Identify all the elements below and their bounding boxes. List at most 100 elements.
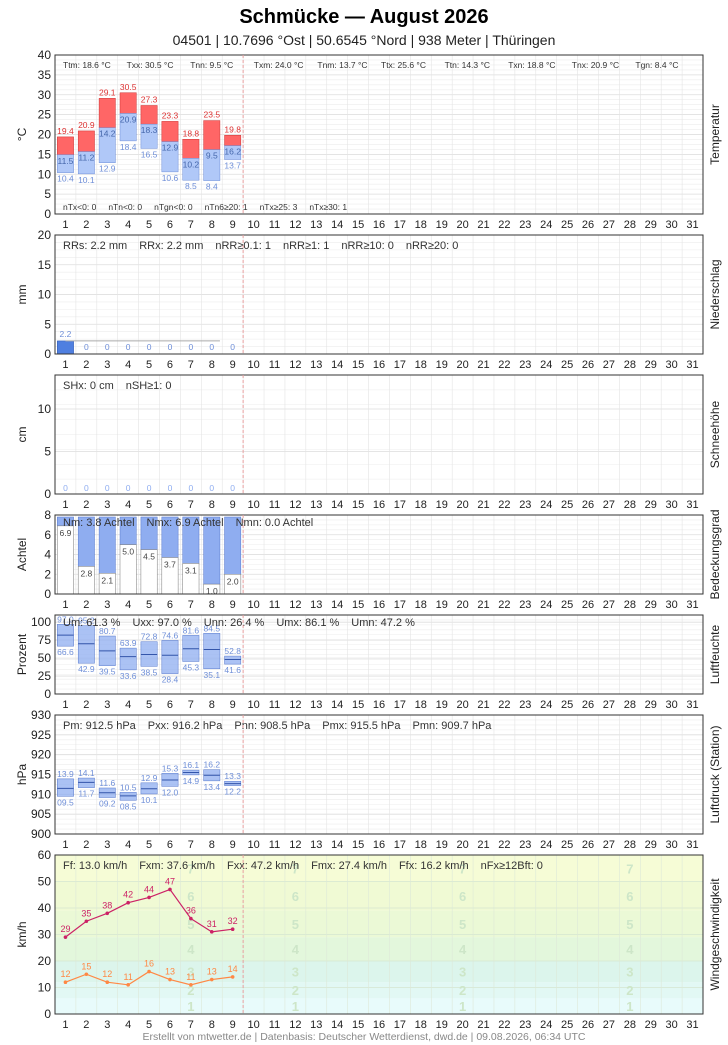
tmax-bar: [203, 120, 221, 150]
x-tick-label: 5: [146, 359, 152, 371]
x-tick-label: 15: [352, 219, 364, 231]
x-tick-label: 2: [83, 499, 89, 511]
temp-stat: Ttm: 18.6 °C: [63, 60, 111, 70]
x-tick-label: 29: [645, 1019, 657, 1031]
beaufort-band: [55, 937, 703, 961]
x-tick-label: 27: [603, 699, 615, 711]
y-tick-label: 5: [44, 445, 51, 459]
humidity-min-label: 33.6: [120, 671, 137, 681]
x-tick-label: 27: [603, 599, 615, 611]
x-tick-label: 17: [394, 839, 406, 851]
tmean-label: 12.9: [162, 143, 179, 153]
y-tick-label: 5: [44, 187, 51, 201]
x-tick-label: 28: [624, 359, 636, 371]
y-tick-label: 10: [38, 981, 52, 995]
x-tick-label: 26: [582, 359, 594, 371]
cloud-stat: Nm: 3.8 Achtel: [63, 517, 135, 529]
y-axis-label: km/h: [15, 921, 29, 947]
x-tick-label: 24: [540, 839, 552, 851]
y-tick-label: 40: [38, 48, 52, 62]
pressure-min-label: 08.5: [120, 801, 137, 811]
y-tick-label: 20: [38, 128, 52, 142]
x-tick-label: 23: [519, 499, 531, 511]
tmax-label: 29.1: [99, 87, 116, 97]
x-tick-label: 10: [247, 219, 259, 231]
wind-stat: Fxm: 37.6 km/h: [139, 860, 215, 872]
x-tick-label: 3: [104, 499, 110, 511]
humidity-bar: [77, 625, 95, 664]
beaufort-label: 7: [292, 861, 299, 876]
x-tick-label: 6: [167, 499, 173, 511]
x-tick-label: 16: [373, 219, 385, 231]
pressure-min-label: 09.2: [99, 799, 116, 809]
x-tick-label: 5: [146, 839, 152, 851]
y-tick-label: 10: [38, 402, 52, 416]
x-tick-label: 1: [62, 359, 68, 371]
wind-point-wind: [63, 980, 68, 984]
x-tick-label: 23: [519, 359, 531, 371]
x-tick-label: 29: [645, 699, 657, 711]
temp-stat: Txx: 30.5 °C: [127, 60, 174, 70]
y-axis-label: °C: [15, 127, 29, 141]
x-tick-label: 2: [83, 839, 89, 851]
y-axis-label: mm: [15, 285, 29, 305]
wind-stat: Ffx: 16.2 km/h: [399, 860, 469, 872]
y-tick-label: 2: [44, 567, 51, 581]
cloud-label: 2.0: [227, 576, 239, 586]
beaufort-label: 4: [459, 942, 467, 957]
beaufort-band: [55, 855, 703, 882]
temp-stat: Tnx: 20.9 °C: [572, 60, 619, 70]
wind-point-gust: [84, 919, 89, 924]
tmax-label: 18.8: [183, 128, 200, 138]
x-tick-label: 16: [373, 499, 385, 511]
beaufort-label: 1: [187, 999, 194, 1014]
x-tick-label: 7: [188, 1019, 194, 1031]
wind-label-wind: 11: [123, 972, 132, 982]
x-tick-label: 18: [415, 1019, 427, 1031]
x-tick-label: 18: [415, 359, 427, 371]
x-tick-label: 31: [686, 499, 698, 511]
x-tick-label: 21: [477, 219, 489, 231]
wind-point-wind: [126, 983, 130, 987]
x-tick-label: 12: [289, 219, 301, 231]
wind-label-gust: 47: [165, 876, 175, 886]
x-tick-label: 24: [540, 599, 552, 611]
wind-point-wind: [168, 977, 172, 982]
pressure-min-label: 12.0: [162, 787, 179, 797]
beaufort-label: 3: [459, 965, 466, 980]
x-tick-label: 21: [477, 1019, 489, 1031]
x-tick-label: 24: [540, 699, 552, 711]
x-tick-label: 12: [289, 699, 301, 711]
plot-border: [54, 614, 704, 695]
pressure-stat: Pm: 912.5 hPa: [63, 720, 137, 732]
snow-label: 0: [105, 483, 110, 493]
snow-label: 0: [209, 483, 214, 493]
x-tick-label: 30: [666, 219, 678, 231]
pressure-bar: [57, 778, 74, 797]
x-tick-label: 23: [519, 219, 531, 231]
plot-border: [54, 514, 704, 595]
humidity-bar: [224, 655, 242, 665]
y-tick-label: 925: [31, 728, 51, 742]
tmin-bar: [140, 123, 158, 149]
plot-border: [54, 374, 704, 495]
x-tick-label: 3: [104, 219, 110, 231]
tmean-label: 11.5: [57, 156, 73, 166]
wind-point-gust: [189, 916, 193, 921]
x-tick-label: 7: [188, 499, 194, 511]
y-tick-label: 915: [31, 768, 51, 782]
x-tick-label: 23: [519, 839, 531, 851]
tmin-label: 12.9: [99, 164, 116, 174]
x-tick-label: 22: [498, 219, 510, 231]
humidity-max-label: 95.2: [78, 616, 95, 626]
precip-stat: nRR≥1: 1: [283, 240, 329, 252]
tmax-bar: [98, 98, 116, 128]
plot-border: [54, 234, 704, 355]
y-tick-label: 0: [44, 347, 51, 361]
x-tick-label: 22: [498, 359, 510, 371]
